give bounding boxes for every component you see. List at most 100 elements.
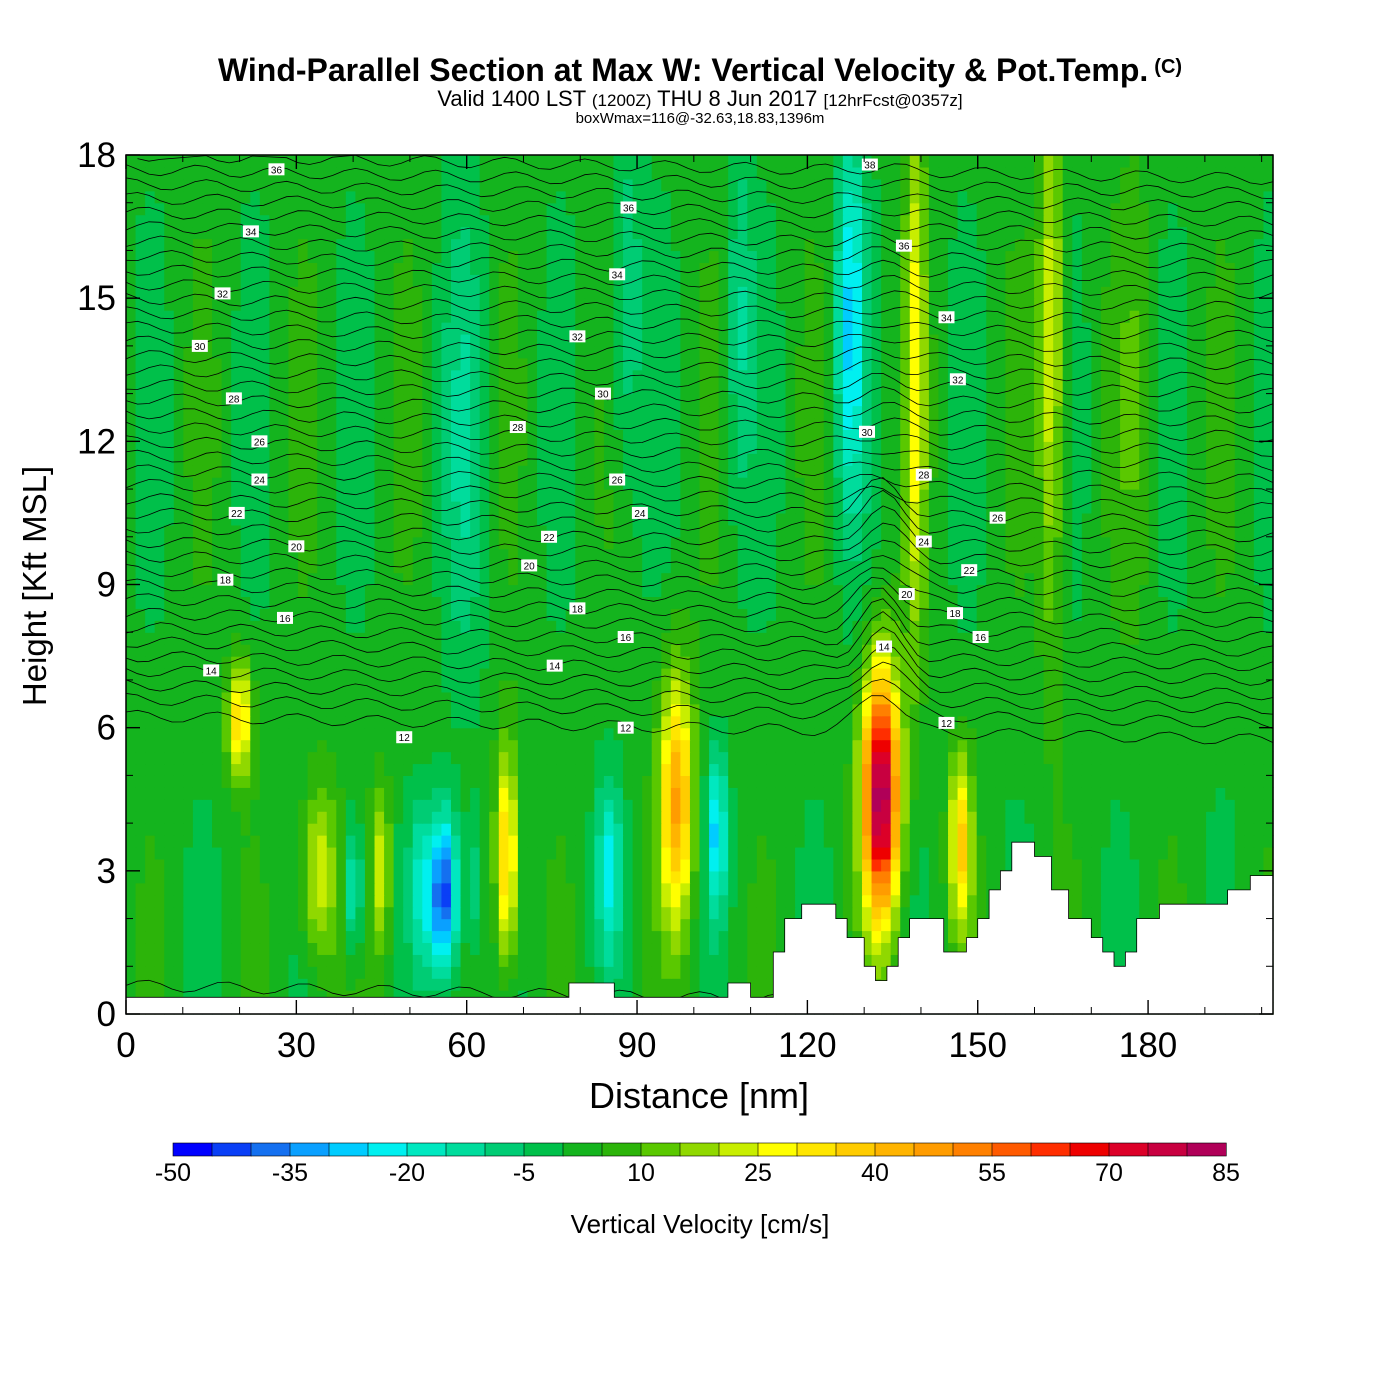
field-cell — [231, 751, 242, 765]
field-cell — [861, 691, 873, 705]
field-cell — [814, 763, 825, 776]
field-cell — [345, 775, 356, 788]
field-cell — [527, 703, 538, 717]
field-cell — [384, 703, 395, 717]
field-cell — [651, 787, 662, 800]
field-cell — [164, 644, 175, 657]
field-cell — [1091, 882, 1102, 896]
field-cell — [527, 775, 538, 788]
field-cell — [603, 620, 615, 633]
field-cell — [689, 846, 701, 860]
field-cell — [928, 632, 940, 645]
field-cell — [431, 990, 443, 1003]
field-cell — [938, 620, 949, 633]
field-cell — [135, 918, 146, 932]
field-cell — [1186, 632, 1198, 645]
field-cell — [1263, 584, 1274, 598]
field-cell — [336, 644, 347, 657]
field-cell — [1024, 560, 1035, 574]
field-cell — [651, 978, 662, 991]
field-cell — [1120, 596, 1131, 609]
field-cell — [202, 775, 213, 788]
field-cell — [1196, 751, 1207, 765]
field-cell — [795, 846, 806, 860]
field-cell — [527, 894, 538, 908]
field-cell — [1253, 858, 1265, 872]
field-cell — [852, 572, 863, 586]
field-cell — [603, 775, 615, 788]
field-cell — [489, 918, 500, 932]
field-cell — [1263, 668, 1274, 681]
field-cell — [594, 858, 605, 872]
field-cell — [345, 763, 356, 776]
field-cell — [537, 954, 548, 967]
field-cell — [135, 608, 146, 621]
field-cell — [1206, 799, 1217, 812]
field-cell — [1091, 751, 1102, 765]
field-cell — [680, 918, 691, 932]
field-cell — [355, 906, 366, 920]
field-cell — [250, 691, 261, 705]
field-cell — [1129, 524, 1140, 538]
field-cell — [269, 930, 280, 944]
field-cell — [1263, 763, 1274, 776]
field-cell — [1196, 536, 1207, 550]
field-cell — [1129, 787, 1140, 800]
field-cell — [852, 656, 863, 669]
field-cell — [298, 608, 309, 621]
field-cell — [1139, 846, 1150, 860]
field-cell — [1177, 763, 1188, 776]
field-cell — [938, 548, 949, 562]
field-cell — [1034, 811, 1045, 824]
field-cell — [785, 775, 796, 788]
field-cell — [1005, 691, 1016, 705]
field-cell — [240, 799, 251, 812]
field-cell — [1225, 536, 1236, 550]
field-cell — [307, 691, 318, 705]
field-cell — [976, 524, 987, 538]
field-cell — [1091, 727, 1102, 741]
field-cell — [1091, 656, 1102, 669]
field-cell — [269, 870, 280, 884]
field-cell — [842, 870, 854, 884]
field-cell — [1158, 763, 1169, 776]
field-cell — [623, 846, 634, 860]
field-cell — [718, 560, 729, 574]
field-cell — [1091, 584, 1102, 598]
field-cell — [1186, 787, 1198, 800]
field-cell — [317, 858, 328, 872]
field-cell — [1196, 715, 1207, 729]
field-cell — [632, 942, 643, 955]
field-cell — [709, 524, 720, 538]
field-cell — [403, 679, 414, 693]
field-cell — [298, 703, 309, 717]
field-cell — [1244, 620, 1255, 633]
field-cell — [986, 572, 997, 586]
field-cell — [173, 596, 184, 609]
field-cell — [661, 811, 672, 824]
field-cell — [450, 715, 462, 729]
field-cell — [1225, 608, 1236, 621]
field-cell — [986, 584, 997, 598]
field-cell — [1120, 632, 1131, 645]
field-cell — [450, 524, 462, 538]
field-cell — [1129, 596, 1140, 609]
field-cell — [278, 930, 290, 944]
field-cell — [967, 608, 978, 621]
field-cell — [823, 691, 834, 705]
field-cell — [1091, 596, 1102, 609]
field-cell — [135, 787, 146, 800]
field-cell — [709, 918, 720, 932]
field-cell — [1053, 596, 1064, 609]
field-cell — [642, 799, 653, 812]
field-cell — [670, 835, 681, 848]
field-cell — [871, 632, 882, 645]
field-cell — [718, 536, 729, 550]
field-cell — [661, 656, 672, 669]
field-cell — [928, 584, 940, 598]
field-cell — [1234, 763, 1245, 776]
field-cell — [221, 846, 232, 860]
field-cell — [689, 668, 701, 681]
field-cell — [651, 524, 662, 538]
field-cell — [1148, 596, 1159, 609]
